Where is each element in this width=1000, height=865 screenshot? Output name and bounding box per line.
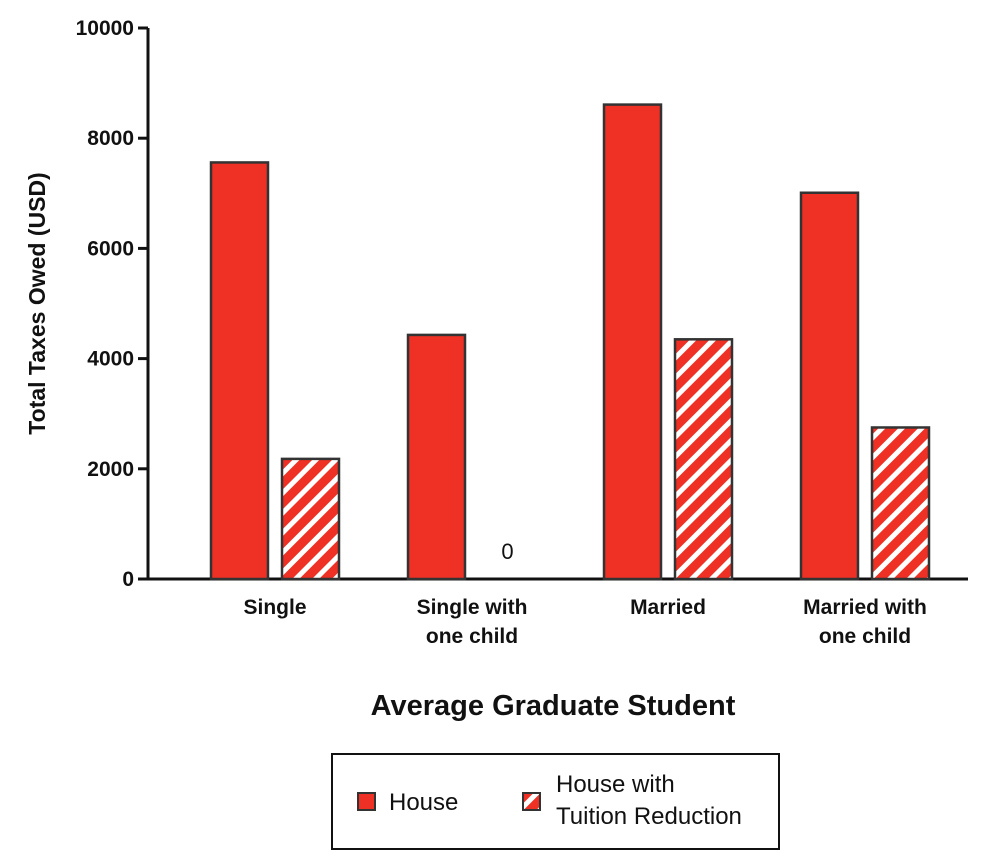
legend-swatch-house — [357, 792, 376, 811]
legend: House House with Tuition Reduction — [331, 753, 780, 850]
x-tick-label: one child — [819, 625, 911, 648]
x-axis-title: Average Graduate Student — [371, 690, 736, 722]
legend-swatch-house-tuition-reduction — [522, 792, 541, 811]
x-tick-label: Married — [630, 596, 706, 619]
bar-house-2 — [602, 103, 663, 581]
legend-label-house: House — [389, 789, 458, 816]
legend-label-house-tuition-reduction: House with — [556, 771, 675, 798]
legend-box — [331, 753, 780, 850]
y-tick-label: 2000 — [87, 458, 134, 481]
data-label: 0 — [501, 539, 513, 564]
y-tick-label: 4000 — [87, 348, 134, 371]
y-tick-label: 10000 — [76, 17, 134, 40]
x-tick-label: Married with — [803, 596, 927, 619]
y-tick-label: 0 — [122, 568, 134, 591]
y-axis-title: Total Taxes Owed (USD) — [24, 172, 50, 434]
bar-house-tuition-reduction-2 — [673, 338, 734, 581]
bars — [209, 103, 931, 581]
legend-label-house-tuition-reduction: Tuition Reduction — [556, 803, 742, 830]
bar-house-tuition-reduction-0 — [280, 457, 341, 581]
bar-house-3 — [799, 191, 860, 581]
bar-house-1 — [406, 333, 467, 581]
y-tick-label: 6000 — [87, 237, 134, 260]
x-tick-label: Single with — [417, 596, 528, 619]
labels: Total Taxes Owed (USD) Average Graduate S… — [24, 172, 927, 722]
bar-house-0 — [209, 161, 270, 581]
bar-house-tuition-reduction-3 — [870, 426, 931, 581]
x-tick-label: one child — [426, 625, 518, 648]
x-tick-label: Single — [243, 596, 306, 619]
y-tick-label: 8000 — [87, 127, 134, 150]
